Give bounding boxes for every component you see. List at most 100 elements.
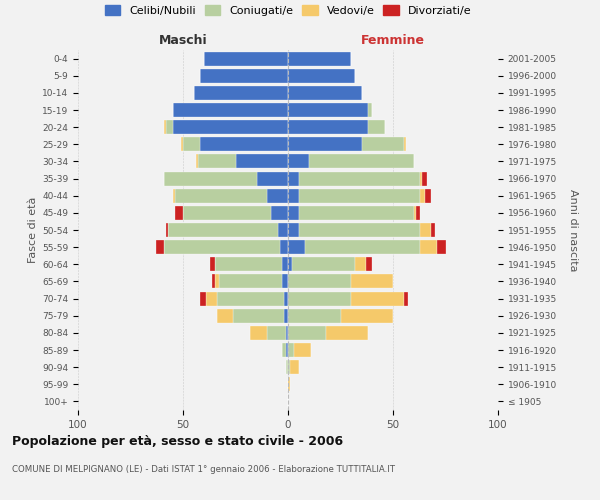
Bar: [305, 240, 421, 254]
Bar: [299, 188, 420, 202]
Bar: [288, 68, 355, 82]
Text: COMUNE DI MELPIGNANO (LE) - Dati ISTAT 1° gennaio 2006 - Elaborazione TUTTITALIA: COMUNE DI MELPIGNANO (LE) - Dati ISTAT 1…: [12, 465, 395, 474]
Bar: [351, 274, 393, 288]
Bar: [212, 274, 215, 288]
Y-axis label: Anni di nascita: Anni di nascita: [568, 188, 578, 271]
Bar: [267, 326, 286, 340]
Bar: [290, 360, 299, 374]
Bar: [431, 223, 435, 237]
Bar: [183, 138, 200, 151]
Bar: [206, 292, 217, 306]
Bar: [282, 274, 288, 288]
Bar: [288, 326, 326, 340]
Bar: [288, 223, 299, 237]
Bar: [173, 188, 175, 202]
Bar: [211, 258, 215, 272]
Bar: [164, 172, 257, 185]
Bar: [196, 154, 198, 168]
Bar: [366, 258, 372, 272]
Bar: [421, 223, 431, 237]
Bar: [421, 172, 422, 185]
Bar: [250, 326, 267, 340]
Bar: [286, 326, 288, 340]
Bar: [200, 138, 288, 151]
Bar: [421, 240, 437, 254]
Bar: [288, 86, 361, 100]
Bar: [288, 292, 351, 306]
Bar: [425, 188, 431, 202]
Bar: [267, 188, 288, 202]
Bar: [288, 360, 290, 374]
Bar: [280, 240, 288, 254]
Bar: [361, 138, 404, 151]
Bar: [368, 120, 385, 134]
Bar: [288, 188, 299, 202]
Bar: [217, 308, 233, 322]
Bar: [299, 206, 414, 220]
Bar: [183, 206, 271, 220]
Bar: [284, 308, 288, 322]
Bar: [200, 292, 206, 306]
Bar: [404, 292, 408, 306]
Bar: [288, 52, 351, 66]
Bar: [173, 103, 288, 117]
Bar: [215, 258, 282, 272]
Bar: [181, 138, 183, 151]
Bar: [217, 292, 284, 306]
Bar: [295, 343, 311, 357]
Bar: [341, 308, 393, 322]
Bar: [282, 258, 288, 272]
Bar: [204, 52, 288, 66]
Bar: [166, 223, 168, 237]
Bar: [166, 120, 173, 134]
Bar: [414, 206, 416, 220]
Bar: [326, 326, 368, 340]
Bar: [309, 154, 414, 168]
Bar: [288, 343, 295, 357]
Bar: [286, 343, 288, 357]
Bar: [271, 206, 288, 220]
Text: Femmine: Femmine: [361, 34, 425, 46]
Bar: [288, 138, 361, 151]
Bar: [235, 154, 288, 168]
Bar: [286, 360, 288, 374]
Bar: [404, 138, 406, 151]
Legend: Celibi/Nubili, Coniugati/e, Vedovi/e, Divorziati/e: Celibi/Nubili, Coniugati/e, Vedovi/e, Di…: [105, 5, 471, 16]
Bar: [368, 103, 372, 117]
Bar: [288, 240, 305, 254]
Bar: [282, 343, 286, 357]
Bar: [437, 240, 445, 254]
Bar: [288, 258, 292, 272]
Bar: [284, 292, 288, 306]
Bar: [299, 223, 420, 237]
Bar: [257, 172, 288, 185]
Bar: [416, 206, 420, 220]
Bar: [233, 308, 284, 322]
Bar: [355, 258, 366, 272]
Bar: [164, 240, 280, 254]
Bar: [218, 274, 282, 288]
Bar: [200, 68, 288, 82]
Bar: [198, 154, 235, 168]
Bar: [421, 188, 425, 202]
Bar: [168, 223, 277, 237]
Bar: [288, 206, 299, 220]
Bar: [292, 258, 355, 272]
Bar: [155, 240, 164, 254]
Bar: [164, 120, 166, 134]
Bar: [288, 308, 341, 322]
Bar: [288, 172, 299, 185]
Bar: [288, 103, 368, 117]
Bar: [299, 172, 420, 185]
Bar: [277, 223, 288, 237]
Bar: [351, 292, 404, 306]
Text: Maschi: Maschi: [158, 34, 208, 46]
Bar: [175, 188, 267, 202]
Bar: [288, 154, 309, 168]
Bar: [422, 172, 427, 185]
Bar: [215, 274, 218, 288]
Bar: [288, 120, 368, 134]
Bar: [193, 86, 288, 100]
Bar: [288, 378, 290, 392]
Bar: [288, 274, 351, 288]
